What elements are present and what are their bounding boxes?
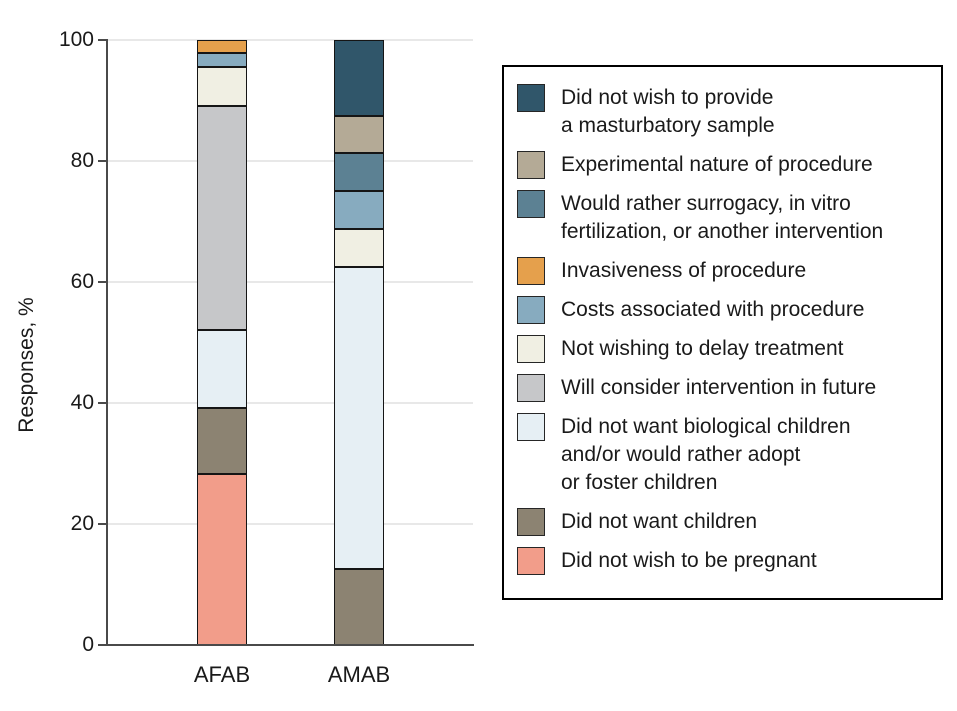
legend-label: Did not wish to be pregnant: [561, 549, 817, 572]
legend-swatch: [517, 257, 545, 285]
bar-segment-amab-4: [334, 191, 384, 230]
legend-item: Will consider intervention in future: [517, 374, 928, 402]
legend-label: Did not wish to provide a masturbatory s…: [561, 86, 775, 137]
bar-segment-amab-5: [334, 229, 384, 267]
legend-label: Costs associated with procedure: [561, 298, 865, 321]
y-tick-label-60: 60: [70, 270, 94, 293]
y-tick-label-80: 80: [70, 149, 94, 172]
bar-segment-afab-5: [197, 66, 247, 106]
y-tick-80: [98, 160, 107, 162]
legend-label: Would rather surrogacy, in vitro fertili…: [561, 192, 884, 243]
y-tick-label-40: 40: [70, 391, 94, 414]
legend-item: Not wishing to delay treatment: [517, 335, 928, 363]
y-tick-label-100: 100: [58, 28, 94, 51]
legend-item: Invasiveness of procedure: [517, 257, 928, 285]
legend-item: Did not want biological children and/or …: [517, 413, 928, 497]
bar-segment-afab-6: [197, 105, 247, 330]
legend: Did not wish to provide a masturbatory s…: [502, 65, 943, 600]
legend-item: Did not wish to provide a masturbatory s…: [517, 84, 928, 140]
gridline-40: [108, 402, 473, 404]
gridline-100: [108, 39, 473, 41]
y-tick-20: [98, 523, 107, 525]
legend-swatch: [517, 84, 545, 112]
x-axis-line: [106, 644, 474, 646]
legend-label: Will consider intervention in future: [561, 376, 877, 399]
bar-segment-amab-0: [334, 40, 384, 116]
legend-swatch: [517, 296, 545, 324]
bar-segment-afab-7: [197, 329, 247, 409]
legend-swatch: [517, 151, 545, 179]
legend-label: Not wishing to delay treatment: [561, 337, 844, 360]
gridline-60: [108, 281, 473, 283]
bar-segment-afab-9: [197, 474, 247, 645]
y-tick-label-0: 0: [82, 633, 94, 656]
legend-swatch: [517, 413, 545, 441]
y-tick-40: [98, 402, 107, 404]
legend-label: Did not want children: [561, 510, 758, 533]
legend-item: Did not want children: [517, 508, 928, 536]
legend-item: Would rather surrogacy, in vitro fertili…: [517, 190, 928, 246]
legend-swatch: [517, 190, 545, 218]
legend-item: Costs associated with procedure: [517, 296, 928, 324]
legend-label: Experimental nature of procedure: [561, 153, 873, 176]
y-tick-0: [98, 644, 107, 646]
x-label-amab: AMAB: [327, 662, 391, 687]
bar-segment-amab-1: [334, 115, 384, 154]
legend-item: Did not wish to be pregnant: [517, 547, 928, 575]
legend-item: Experimental nature of procedure: [517, 151, 928, 179]
bar-segment-amab-7: [334, 266, 384, 570]
y-tick-label-20: 20: [70, 512, 94, 535]
y-axis-line: [106, 39, 108, 646]
legend-label: Invasiveness of procedure: [561, 259, 807, 282]
y-tick-60: [98, 281, 107, 283]
bar-segment-afab-8: [197, 408, 247, 475]
y-tick-100: [98, 39, 107, 41]
bar-afab: [197, 40, 247, 645]
legend-swatch: [517, 508, 545, 536]
bar-amab: [334, 40, 384, 645]
gridline-20: [108, 523, 473, 525]
gridline-80: [108, 160, 473, 162]
bar-segment-amab-2: [334, 153, 384, 192]
bar-segment-afab-3: [197, 40, 247, 54]
legend-swatch: [517, 547, 545, 575]
bar-segment-afab-4: [197, 53, 247, 67]
legend-swatch: [517, 335, 545, 363]
legend-label: Did not want biological children and/or …: [561, 415, 851, 494]
x-label-afab: AFAB: [193, 662, 251, 687]
bar-segment-amab-8: [334, 569, 384, 645]
legend-swatch: [517, 374, 545, 402]
